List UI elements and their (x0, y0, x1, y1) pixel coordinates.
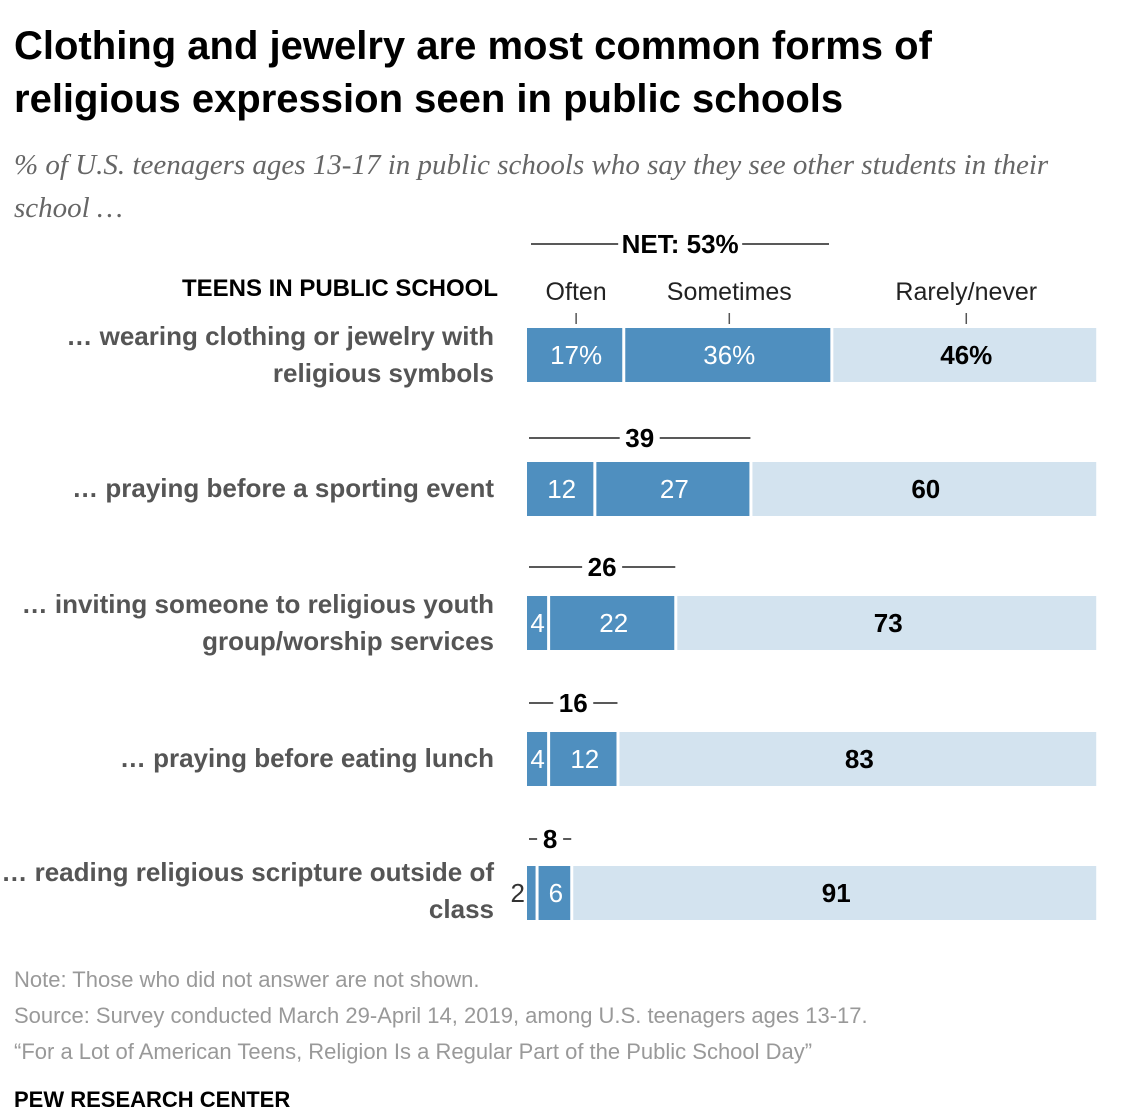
data-label: 6 (549, 878, 563, 908)
net-label: 26 (588, 552, 617, 582)
bar-segment-rarely-never (677, 596, 1097, 650)
bar-segment-often (527, 462, 594, 516)
row-label-lunch: … praying before eating lunch (119, 743, 494, 773)
net-label: 16 (559, 688, 588, 718)
row-label-clothing: … wearing clothing or jewelry with relig… (66, 321, 494, 388)
data-label: 22 (599, 608, 628, 638)
pew-research-center-logo: PEW RESEARCH CENTER (14, 1087, 291, 1112)
data-label: 46% (940, 340, 992, 370)
data-label: 17% (550, 340, 602, 370)
data-label: 12 (570, 744, 599, 774)
bar-segment-often (527, 596, 548, 650)
data-label: 83 (845, 744, 874, 774)
data-label: 36% (703, 340, 755, 370)
bar-segment-sometimes (550, 732, 617, 786)
data-label: 12 (547, 474, 576, 504)
bar-segment-rarely-never (833, 328, 1097, 382)
chart-report-title: “For a Lot of American Teens, Religion I… (14, 1039, 813, 1064)
column-header: TEENS IN PUBLIC SCHOOL (181, 275, 498, 302)
bar-segment-often (527, 328, 623, 382)
data-label: 4 (530, 744, 544, 774)
legend-label-often: Often (546, 278, 607, 306)
row-label-inviting: … inviting someone to religious youth gr… (21, 589, 494, 656)
chart-note: Note: Those who did not answer are not s… (14, 967, 480, 992)
bar-segment-sometimes (550, 596, 675, 650)
chart-subtitle: % of U.S. teenagers ages 13-17 in public… (14, 149, 1049, 224)
bar-segment-often (527, 866, 536, 920)
net-label: 39 (625, 423, 654, 453)
net-label: 8 (543, 824, 557, 854)
bar-segment-rarely-never (573, 866, 1097, 920)
net-label: NET: 53% (622, 229, 739, 259)
bar-segment-sometimes (538, 866, 571, 920)
legend-label-sometimes: Sometimes (667, 278, 792, 306)
chart-title: Clothing and jewelry are most common for… (14, 24, 932, 121)
data-label: 2 (511, 878, 525, 908)
data-label: 73 (874, 608, 903, 638)
bar-segment-rarely-never (619, 732, 1097, 786)
bar-segment-sometimes (596, 462, 750, 516)
bar-segment-rarely-never (752, 462, 1097, 516)
data-label: 91 (822, 878, 851, 908)
legend-label-rarely-never: Rarely/never (895, 278, 1037, 306)
row-label-scripture: … reading religious scripture outside of… (1, 857, 494, 924)
bar-segment-sometimes (625, 328, 831, 382)
row-label-sporting-event: … praying before a sporting event (72, 473, 494, 503)
data-label: 4 (530, 608, 544, 638)
data-label: 60 (911, 474, 940, 504)
data-label: 27 (660, 474, 689, 504)
chart-source: Source: Survey conducted March 29-April … (14, 1003, 868, 1028)
bar-segment-often (527, 732, 548, 786)
